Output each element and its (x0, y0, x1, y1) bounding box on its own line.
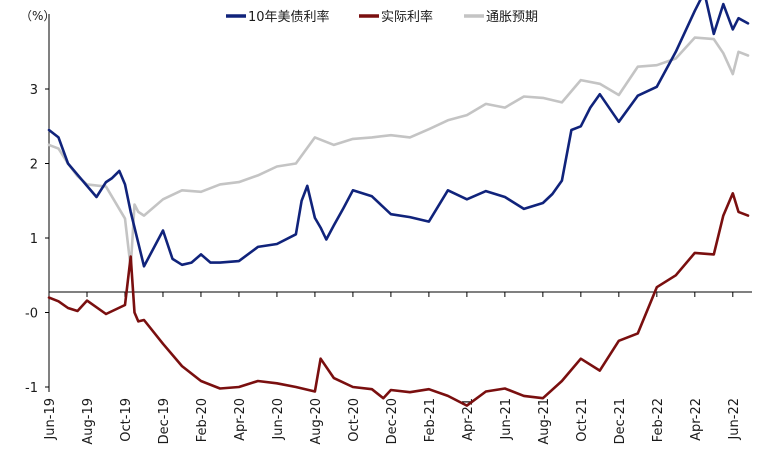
x-tick-label: Jun-21 (499, 398, 514, 441)
x-axis-ticks: Jun-19 Aug-19 Oct-19 Dec-19 Feb-20 Apr-20 Jun-… (43, 292, 742, 445)
series-line (47, 0, 750, 268)
x-tick-label: Feb-22 (651, 398, 666, 442)
x-tick-label: Oct-20 (347, 398, 362, 442)
x-tick-label: Dec-20 (385, 398, 400, 444)
series-line (47, 192, 750, 407)
x-tick-label: Aug-19 (81, 398, 96, 445)
y-tick-label: -1 (25, 381, 38, 396)
y-tick-label: 2 (30, 158, 38, 173)
y-axis-unit-label: （%） (20, 9, 55, 23)
series-lines (47, 0, 750, 407)
x-tick-label: Aug-21 (537, 398, 552, 445)
x-tick-label: Dec-21 (613, 398, 628, 444)
x-tick-label: Apr-21 (461, 398, 476, 441)
legend: 10年美债利率 实际利率 通胀预期 (226, 9, 538, 25)
x-tick-label: Oct-19 (119, 398, 134, 442)
x-tick-label: Dec-19 (157, 398, 172, 444)
x-tick-label: Apr-20 (233, 398, 248, 441)
y-tick-label: -0 (25, 307, 38, 322)
x-tick-label: Jun-19 (43, 398, 58, 441)
x-tick-label: Feb-21 (423, 398, 438, 442)
x-tick-label: Feb-20 (195, 398, 210, 442)
y-axis-ticks: 3 2 1 -0 -1 (25, 83, 49, 396)
x-tick-label: Oct-21 (575, 398, 590, 442)
x-tick-label: Apr-22 (689, 398, 704, 441)
legend-label: 通胀预期 (486, 10, 538, 25)
legend-label: 实际利率 (381, 9, 433, 25)
x-tick-label: Aug-20 (309, 398, 324, 445)
series-line (47, 36, 750, 270)
y-tick-label: 3 (30, 83, 38, 98)
legend-label: 10年美债利率 (248, 9, 330, 25)
x-tick-label: Jun-22 (727, 398, 742, 441)
x-tick-label: Jun-20 (271, 398, 286, 441)
y-tick-label: 1 (30, 232, 38, 247)
